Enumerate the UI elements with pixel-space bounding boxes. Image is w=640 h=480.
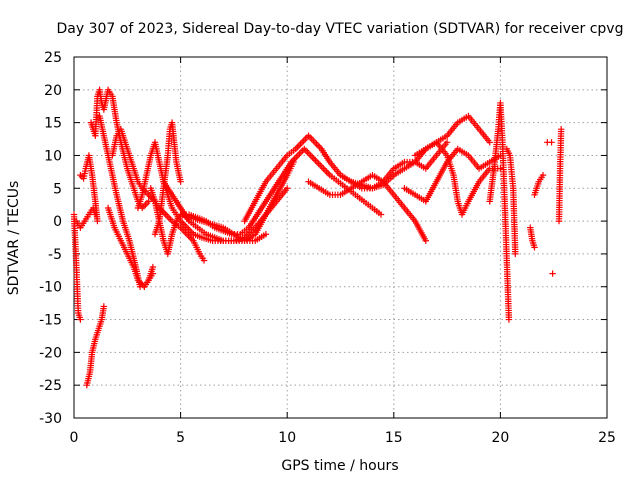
series-arc-14 [241, 132, 451, 225]
data-point [284, 185, 291, 192]
y-tick-label: 5 [53, 181, 62, 197]
series-arc-3 [77, 152, 101, 225]
data-point [539, 171, 547, 179]
series-arc-22 [527, 224, 538, 251]
y-tick-label: -20 [39, 345, 62, 361]
series-arc-2 [72, 204, 99, 231]
y-tick-label: 0 [53, 214, 62, 230]
x-tick-label: 25 [598, 430, 616, 446]
series-arc-21 [503, 145, 519, 258]
data-point [200, 257, 208, 264]
data-point [94, 217, 101, 225]
data-points [70, 86, 565, 389]
series-arc-16 [305, 171, 429, 244]
grid [74, 57, 607, 418]
series-arc-25 [549, 270, 556, 277]
y-tick-label: 25 [44, 50, 62, 66]
plot-frame [73, 56, 608, 419]
x-tick-label: 5 [176, 430, 185, 446]
y-tick-label: 15 [44, 116, 62, 132]
x-tick-label: 15 [385, 430, 403, 446]
y-tick-label: -30 [39, 411, 62, 427]
y-axis-label: SDTVAR / TECUs [6, 181, 22, 296]
data-point [557, 126, 565, 133]
chart-title: Day 307 of 2023, Sidereal Day-to-day VTE… [57, 21, 624, 37]
series-arc-18 [401, 145, 504, 205]
data-point [77, 316, 84, 323]
series-arc-26 [555, 126, 565, 225]
data-point [262, 231, 270, 238]
series-arc-4 [83, 303, 108, 389]
data-point [100, 303, 108, 310]
data-point [145, 198, 152, 205]
series-arc-12 [160, 178, 291, 244]
x-tick-label: 10 [278, 430, 296, 446]
series-arc-5 [87, 86, 152, 212]
series-arc-17 [337, 112, 493, 192]
series-arc-23 [531, 171, 547, 199]
data-point [443, 139, 451, 146]
series-arc-15 [288, 145, 385, 218]
y-tick-label: -10 [39, 280, 62, 296]
data-point [531, 244, 538, 251]
y-tick-label: 20 [44, 83, 62, 99]
data-point [486, 139, 493, 146]
y-tick-label: 10 [44, 148, 62, 164]
axis-ticks: 0 5 10 15 20 25 -30 -25 -20 -15 -10 -5 0 5 10 15 20 25 [39, 50, 616, 446]
data-point [548, 139, 555, 146]
data-point [549, 270, 556, 277]
data-point [422, 237, 429, 244]
series-arc-20 [486, 99, 513, 323]
data-point [377, 211, 385, 218]
series-arc-19 [411, 139, 504, 218]
y-tick-label: -15 [39, 313, 62, 329]
data-point [512, 250, 519, 258]
y-tick-label: -25 [39, 378, 62, 394]
data-point [149, 263, 157, 271]
y-tick-label: -5 [48, 247, 62, 263]
x-tick-label: 20 [491, 430, 509, 446]
x-axis-label: GPS time / hours [281, 458, 398, 474]
data-point [497, 165, 504, 172]
data-point [177, 178, 184, 185]
series-arc-24 [544, 139, 555, 146]
data-point [505, 316, 513, 323]
x-tick-label: 0 [70, 430, 79, 446]
series-arc-13 [177, 211, 270, 244]
series-arc-8 [104, 204, 157, 290]
